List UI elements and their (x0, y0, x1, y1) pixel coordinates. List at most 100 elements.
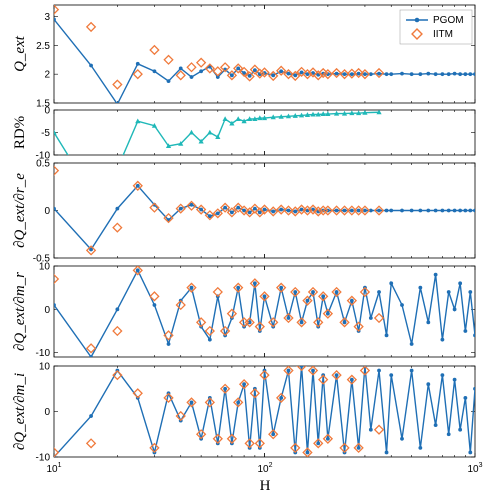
rd-point (341, 110, 348, 116)
plot-area-0 (54, 5, 475, 103)
legend-pgom-label: PGOM (433, 15, 464, 26)
rd-point (178, 140, 184, 146)
pgom-point (440, 337, 445, 342)
pgom-point (242, 382, 247, 387)
iitm-point (249, 388, 261, 399)
pgom-point (311, 368, 315, 373)
pgom-point (279, 69, 284, 74)
iitm-point (290, 442, 301, 454)
iitm-point (307, 366, 319, 376)
pgom-point (207, 337, 212, 342)
iitm-point (238, 379, 250, 390)
pgom-point (89, 355, 93, 357)
series-line-pgom (54, 268, 475, 357)
rd-point (188, 129, 195, 135)
iitm-point (313, 317, 324, 328)
iitm-point (85, 21, 97, 33)
iitm-point (186, 200, 197, 211)
iitm-point (254, 321, 265, 332)
rd-point (222, 116, 228, 121)
pgom-point (135, 268, 140, 273)
rd-point (362, 110, 368, 115)
iitm-point (163, 54, 174, 65)
iitm-point (339, 317, 350, 328)
pgom-point (426, 382, 431, 387)
pgom-point (199, 69, 204, 74)
x-tick-10: 101 (46, 462, 61, 475)
y-tick-label: 0 (44, 305, 50, 316)
pgom-point (316, 441, 321, 446)
pgom-point (135, 61, 140, 66)
iitm-point (204, 325, 216, 337)
pgom-point (463, 329, 468, 333)
iitm-point (244, 438, 255, 449)
iitm-point (186, 62, 197, 73)
iitm-point (283, 205, 294, 216)
pgom-point (342, 320, 347, 325)
pgom-point (299, 320, 304, 325)
iitm-point (112, 325, 123, 337)
series-line-rd (54, 111, 380, 155)
iitm-point (219, 202, 231, 213)
y-axis-label: ∂Q_ext/∂m_i (12, 373, 28, 450)
rd-point (356, 110, 362, 116)
iitm-point (331, 67, 342, 79)
pgom-point (377, 208, 381, 213)
pgom-point (452, 377, 457, 382)
iitm-point (339, 442, 350, 454)
panel-0: 1.5 2 2.5 3 Q_ext (12, 4, 476, 110)
pgom-point (236, 400, 241, 405)
pgom-point (458, 72, 463, 77)
pgom-point (293, 73, 298, 78)
y-tick-label: -0.5 (33, 254, 51, 265)
iitm-point (331, 205, 342, 216)
legend-box (399, 9, 473, 45)
iitm-point (149, 442, 160, 454)
plot-area-3 (54, 266, 475, 357)
pgom-point (286, 368, 291, 373)
iitm-point (259, 204, 270, 215)
iitm-point (132, 180, 143, 191)
pgom-point (242, 208, 247, 213)
pgom-point (135, 183, 140, 188)
iitm-point (149, 202, 160, 213)
rd-point (115, 166, 120, 171)
iitm-point (195, 317, 207, 328)
rd-point (333, 110, 340, 116)
rd-point (198, 138, 204, 144)
pgom-point (229, 210, 234, 215)
iitm-point (112, 79, 123, 90)
iitm-point (85, 343, 97, 354)
rd-point (304, 112, 311, 117)
rd-point (165, 143, 172, 148)
iitm-point (149, 44, 160, 56)
pgom-point (286, 316, 291, 320)
legend-pgom-marker (414, 17, 420, 23)
pgom-point (368, 208, 373, 213)
iitm-point (353, 321, 364, 332)
iitm-point (149, 291, 160, 302)
pgom-point (54, 206, 56, 211)
iitm-point (296, 366, 307, 372)
plot-area-2 (54, 165, 475, 256)
iitm-point (339, 205, 350, 216)
panel-2: -0.5 0 0.5 ∂Q_ext/∂r_e (12, 159, 476, 265)
pgom-point (400, 208, 404, 213)
pgom-point (418, 208, 423, 213)
pgom-point (305, 298, 310, 303)
iitm-point (54, 165, 60, 176)
pgom-point (242, 71, 247, 75)
iitm-point (219, 383, 231, 394)
pgom-point (452, 307, 457, 312)
pgom-point (286, 208, 291, 213)
iitm-point (226, 433, 238, 444)
pgom-point (89, 63, 93, 68)
panel-3: -10 0 10 ∂Q_ext/∂m_r (12, 262, 476, 359)
rd-point (235, 116, 241, 121)
rd-point (252, 116, 258, 121)
iitm-point (204, 397, 216, 408)
pgom-point (252, 206, 257, 211)
pgom-point (349, 208, 354, 213)
y-axis-label: Q_ext (12, 35, 28, 72)
iitm-point (339, 69, 350, 80)
